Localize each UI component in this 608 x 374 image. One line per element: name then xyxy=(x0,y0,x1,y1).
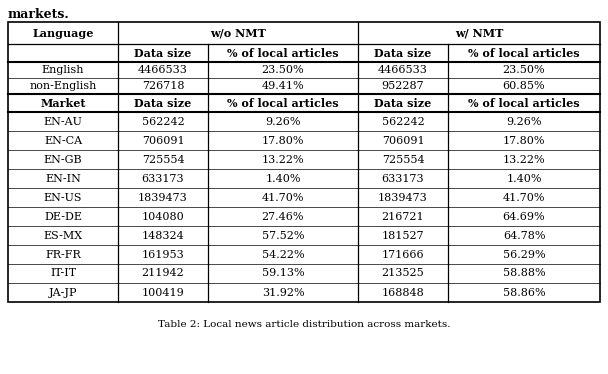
Text: 9.26%: 9.26% xyxy=(265,116,301,126)
Text: 562242: 562242 xyxy=(142,116,184,126)
Text: Language: Language xyxy=(32,28,94,39)
Text: 17.80%: 17.80% xyxy=(262,135,304,145)
Text: 725554: 725554 xyxy=(382,154,424,165)
Text: 168848: 168848 xyxy=(382,288,424,297)
Text: EN-AU: EN-AU xyxy=(44,116,83,126)
Text: 161953: 161953 xyxy=(142,249,184,260)
Text: Market: Market xyxy=(40,98,86,108)
Text: EN-CA: EN-CA xyxy=(44,135,82,145)
Text: 1.40%: 1.40% xyxy=(265,174,301,184)
Text: 171666: 171666 xyxy=(382,249,424,260)
Text: % of local articles: % of local articles xyxy=(468,47,580,58)
Text: 633173: 633173 xyxy=(142,174,184,184)
Text: 100419: 100419 xyxy=(142,288,184,297)
Text: FR-FR: FR-FR xyxy=(45,249,81,260)
Text: 54.22%: 54.22% xyxy=(261,249,305,260)
Text: non-English: non-English xyxy=(29,81,97,91)
Text: 27.46%: 27.46% xyxy=(262,212,304,221)
Text: 562242: 562242 xyxy=(382,116,424,126)
Text: 58.88%: 58.88% xyxy=(503,269,545,279)
Text: ES-MX: ES-MX xyxy=(43,230,83,240)
Text: % of local articles: % of local articles xyxy=(227,98,339,108)
Text: Data size: Data size xyxy=(375,98,432,108)
Text: 31.92%: 31.92% xyxy=(261,288,305,297)
Text: 213525: 213525 xyxy=(382,269,424,279)
Text: Data size: Data size xyxy=(375,47,432,58)
Text: w/ NMT: w/ NMT xyxy=(455,28,503,39)
Text: 56.29%: 56.29% xyxy=(503,249,545,260)
Text: 9.26%: 9.26% xyxy=(506,116,542,126)
Text: 23.50%: 23.50% xyxy=(503,65,545,75)
Text: 41.70%: 41.70% xyxy=(262,193,304,202)
Text: 58.86%: 58.86% xyxy=(503,288,545,297)
Text: English: English xyxy=(42,65,85,75)
Text: EN-US: EN-US xyxy=(44,193,82,202)
Text: 13.22%: 13.22% xyxy=(503,154,545,165)
Text: % of local articles: % of local articles xyxy=(468,98,580,108)
Text: 104080: 104080 xyxy=(142,212,184,221)
Text: 60.85%: 60.85% xyxy=(503,81,545,91)
Text: 148324: 148324 xyxy=(142,230,184,240)
Text: 13.22%: 13.22% xyxy=(261,154,305,165)
Text: 706091: 706091 xyxy=(382,135,424,145)
Text: 633173: 633173 xyxy=(382,174,424,184)
Text: 726718: 726718 xyxy=(142,81,184,91)
Text: 23.50%: 23.50% xyxy=(261,65,305,75)
Text: EN-GB: EN-GB xyxy=(44,154,82,165)
Text: 64.69%: 64.69% xyxy=(503,212,545,221)
Text: 181527: 181527 xyxy=(382,230,424,240)
Text: Data size: Data size xyxy=(134,98,192,108)
Text: 57.52%: 57.52% xyxy=(262,230,304,240)
Text: Table 2: Local news article distribution across markets.: Table 2: Local news article distribution… xyxy=(157,320,451,329)
Text: 211942: 211942 xyxy=(142,269,184,279)
Text: JA-JP: JA-JP xyxy=(49,288,77,297)
Text: 706091: 706091 xyxy=(142,135,184,145)
Text: 59.13%: 59.13% xyxy=(261,269,305,279)
Text: 64.78%: 64.78% xyxy=(503,230,545,240)
Text: 1839473: 1839473 xyxy=(138,193,188,202)
Text: 1.40%: 1.40% xyxy=(506,174,542,184)
Text: 952287: 952287 xyxy=(382,81,424,91)
Bar xyxy=(8,22,600,302)
Text: w/o NMT: w/o NMT xyxy=(210,28,266,39)
Text: 1839473: 1839473 xyxy=(378,193,428,202)
Text: 216721: 216721 xyxy=(382,212,424,221)
Text: 725554: 725554 xyxy=(142,154,184,165)
Text: markets.: markets. xyxy=(8,8,70,21)
Text: EN-IN: EN-IN xyxy=(45,174,81,184)
Text: 41.70%: 41.70% xyxy=(503,193,545,202)
Text: 4466533: 4466533 xyxy=(138,65,188,75)
Text: IT-IT: IT-IT xyxy=(50,269,76,279)
Text: 49.41%: 49.41% xyxy=(261,81,305,91)
Text: % of local articles: % of local articles xyxy=(227,47,339,58)
Text: 4466533: 4466533 xyxy=(378,65,428,75)
Text: 17.80%: 17.80% xyxy=(503,135,545,145)
Text: Data size: Data size xyxy=(134,47,192,58)
Text: DE-DE: DE-DE xyxy=(44,212,82,221)
